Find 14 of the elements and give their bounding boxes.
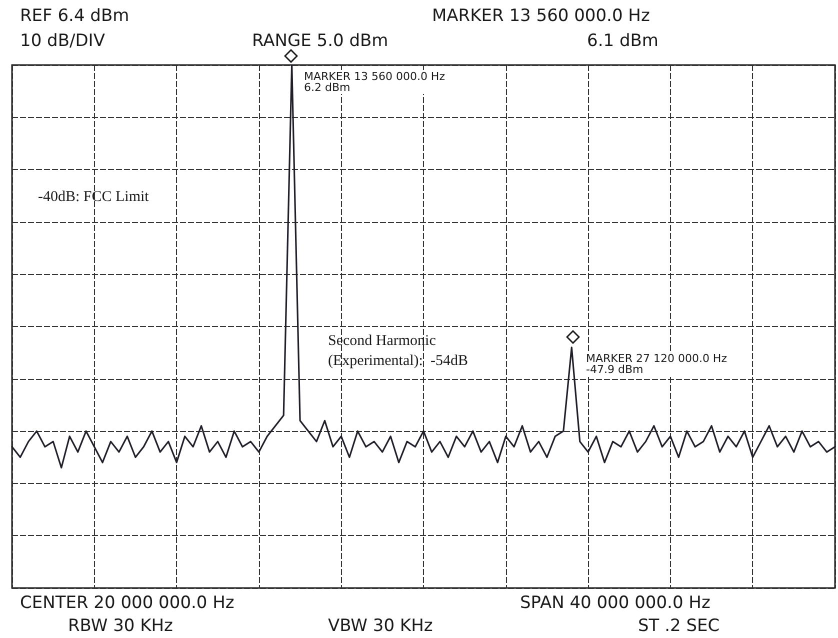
annotation: Second Harmonic (Experimental): -54dB: [328, 333, 468, 369]
text: MARKER 13 560 000.0 Hz: [432, 6, 650, 26]
annotation: MARKER 27 120 000.0 Hz -47.9 dBm: [586, 352, 728, 376]
text: SPAN 40 000 000.0 Hz: [520, 593, 710, 613]
text: ST .2 SEC: [638, 616, 720, 636]
text: REF 6.4 dBm: [20, 6, 130, 26]
text: 10 dB/DIV: [20, 31, 106, 51]
text: RANGE 5.0 dBm: [252, 31, 388, 51]
text: VBW 30 KHz: [328, 616, 433, 636]
text: 6.1 dBm: [587, 31, 658, 51]
text: RBW 30 KHz: [68, 616, 174, 636]
annotation: MARKER 13 560 000.0 Hz 6.2 dBm: [304, 70, 446, 94]
annotation: -40dB: FCC Limit: [38, 189, 150, 205]
text: CENTER 20 000 000.0 Hz: [20, 593, 234, 613]
